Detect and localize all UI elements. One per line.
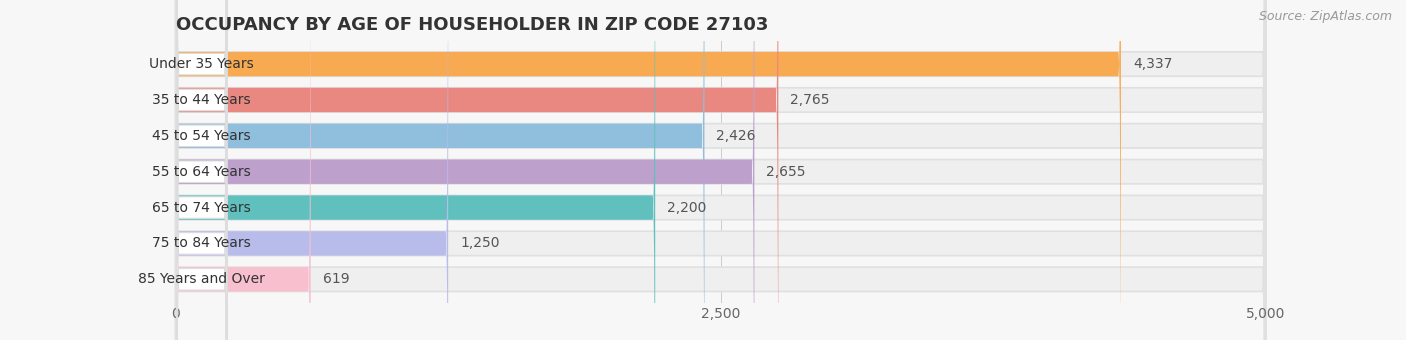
FancyBboxPatch shape: [176, 0, 311, 340]
Text: 35 to 44 Years: 35 to 44 Years: [152, 93, 250, 107]
FancyBboxPatch shape: [177, 0, 226, 340]
Text: 2,765: 2,765: [790, 93, 830, 107]
FancyBboxPatch shape: [176, 0, 755, 340]
Text: Source: ZipAtlas.com: Source: ZipAtlas.com: [1258, 10, 1392, 23]
FancyBboxPatch shape: [177, 0, 226, 340]
Text: 619: 619: [322, 272, 349, 286]
FancyBboxPatch shape: [176, 0, 704, 340]
Text: 55 to 64 Years: 55 to 64 Years: [152, 165, 250, 179]
FancyBboxPatch shape: [177, 0, 226, 340]
FancyBboxPatch shape: [177, 0, 226, 340]
Text: 2,655: 2,655: [766, 165, 806, 179]
FancyBboxPatch shape: [176, 0, 655, 340]
Text: 75 to 84 Years: 75 to 84 Years: [152, 236, 250, 251]
FancyBboxPatch shape: [176, 0, 779, 340]
Text: OCCUPANCY BY AGE OF HOUSEHOLDER IN ZIP CODE 27103: OCCUPANCY BY AGE OF HOUSEHOLDER IN ZIP C…: [176, 16, 768, 34]
FancyBboxPatch shape: [176, 0, 1265, 340]
Text: 65 to 74 Years: 65 to 74 Years: [152, 201, 250, 215]
Text: 2,426: 2,426: [717, 129, 756, 143]
FancyBboxPatch shape: [176, 0, 1265, 340]
FancyBboxPatch shape: [176, 0, 1265, 340]
Text: 4,337: 4,337: [1133, 57, 1173, 71]
Text: 1,250: 1,250: [460, 236, 499, 251]
Text: 45 to 54 Years: 45 to 54 Years: [152, 129, 250, 143]
FancyBboxPatch shape: [176, 0, 449, 340]
FancyBboxPatch shape: [176, 0, 1265, 340]
Text: 85 Years and Over: 85 Years and Over: [138, 272, 264, 286]
Text: 2,200: 2,200: [668, 201, 707, 215]
FancyBboxPatch shape: [176, 0, 1265, 340]
FancyBboxPatch shape: [177, 0, 226, 340]
FancyBboxPatch shape: [176, 0, 1265, 340]
Text: Under 35 Years: Under 35 Years: [149, 57, 254, 71]
FancyBboxPatch shape: [177, 0, 226, 340]
FancyBboxPatch shape: [177, 0, 226, 340]
FancyBboxPatch shape: [176, 0, 1265, 340]
FancyBboxPatch shape: [176, 0, 1121, 340]
